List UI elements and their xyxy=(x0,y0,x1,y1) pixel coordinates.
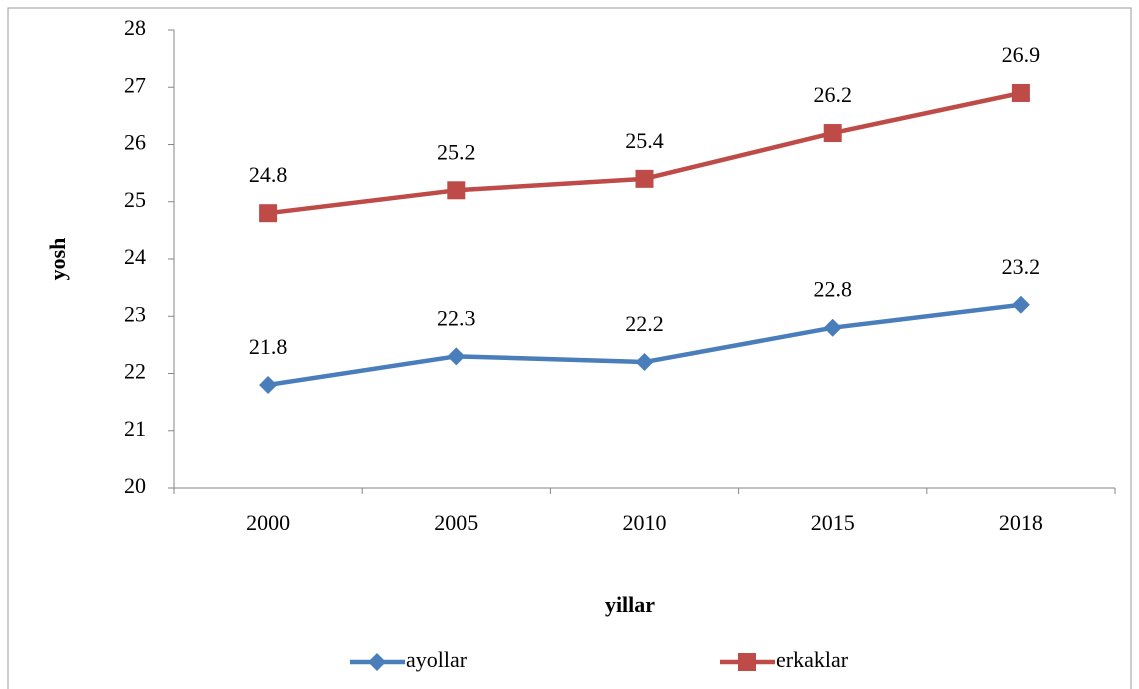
data-label: 24.8 xyxy=(249,162,288,187)
data-label: 22.8 xyxy=(813,277,852,302)
x-tick-label: 2018 xyxy=(999,510,1043,535)
y-tick-label: 23 xyxy=(124,301,146,326)
y-tick-label: 28 xyxy=(124,15,146,40)
series-line xyxy=(267,90,1022,216)
legend-marker xyxy=(368,653,386,671)
point xyxy=(447,181,466,200)
y-tick-label: 27 xyxy=(124,72,146,97)
data-label: 21.8 xyxy=(249,334,288,359)
legend-label: erkaklar xyxy=(776,647,849,672)
point xyxy=(1011,295,1030,314)
point xyxy=(447,347,466,366)
data-label: 23.2 xyxy=(1002,254,1041,279)
chart-border xyxy=(7,7,1132,689)
x-tick-label: 2010 xyxy=(623,510,667,535)
x-tick-label: 2000 xyxy=(246,510,290,535)
data-label: 22.2 xyxy=(625,311,664,336)
point xyxy=(823,318,842,337)
point xyxy=(259,375,278,394)
y-tick-label: 20 xyxy=(124,473,146,498)
data-label: 26.9 xyxy=(1002,42,1041,67)
y-tick-label: 24 xyxy=(124,244,146,269)
data-label: 26.2 xyxy=(813,82,852,107)
x-tick-label: 2005 xyxy=(434,510,478,535)
y-axis-title: yosh xyxy=(45,238,70,281)
data-label: 25.2 xyxy=(437,139,476,164)
point xyxy=(635,353,654,372)
point xyxy=(635,169,654,188)
legend-label: ayollar xyxy=(406,647,468,672)
legend-marker xyxy=(738,653,756,671)
y-tick-label: 22 xyxy=(124,359,146,384)
y-tick-label: 21 xyxy=(124,416,146,441)
data-label: 22.3 xyxy=(437,305,476,330)
point xyxy=(259,204,278,223)
data-label: 25.4 xyxy=(625,128,664,153)
y-tick-label: 25 xyxy=(124,187,146,212)
x-tick-label: 2015 xyxy=(811,510,855,535)
point xyxy=(823,124,842,143)
x-axis-title: yillar xyxy=(605,592,655,617)
y-tick-label: 26 xyxy=(124,130,146,155)
point xyxy=(1011,83,1030,102)
